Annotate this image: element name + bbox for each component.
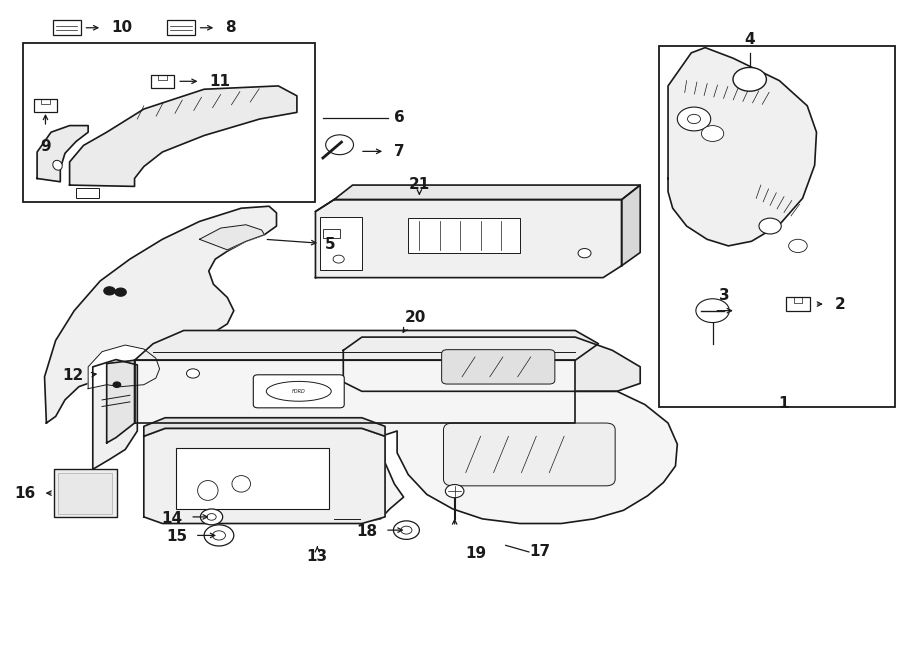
Circle shape [204, 525, 234, 546]
Bar [409, 218, 519, 253]
Circle shape [400, 526, 412, 534]
Bar [320, 217, 362, 270]
Polygon shape [88, 345, 159, 389]
Bar [323, 229, 339, 238]
Bar [23, 43, 316, 202]
Polygon shape [144, 418, 385, 436]
Text: 7: 7 [394, 144, 405, 159]
Polygon shape [37, 126, 88, 182]
Circle shape [759, 218, 781, 234]
Bar [166, 20, 195, 35]
Bar [659, 46, 896, 407]
Polygon shape [200, 225, 265, 250]
Polygon shape [343, 337, 640, 391]
Text: 17: 17 [529, 545, 550, 559]
Polygon shape [316, 200, 622, 278]
Polygon shape [316, 185, 640, 212]
Text: 13: 13 [307, 549, 328, 564]
Text: 3: 3 [719, 288, 730, 303]
Polygon shape [134, 360, 575, 423]
Circle shape [186, 369, 200, 378]
Bar [58, 473, 112, 514]
Ellipse shape [266, 381, 331, 401]
Circle shape [393, 521, 419, 539]
Text: 2: 2 [835, 297, 846, 311]
Polygon shape [144, 428, 385, 524]
Polygon shape [668, 48, 816, 246]
Text: 4: 4 [744, 32, 755, 47]
Circle shape [212, 531, 226, 540]
Ellipse shape [53, 161, 62, 170]
Bar [52, 20, 81, 35]
Ellipse shape [198, 481, 218, 500]
Circle shape [446, 485, 464, 498]
Circle shape [733, 67, 767, 91]
Bar [76, 188, 99, 198]
Text: 21: 21 [409, 176, 430, 192]
Text: 6: 6 [394, 110, 405, 125]
Circle shape [678, 107, 711, 131]
Text: 12: 12 [62, 368, 84, 383]
Circle shape [688, 114, 700, 124]
Bar [54, 469, 117, 517]
Text: 5: 5 [325, 237, 336, 252]
Text: 8: 8 [226, 20, 236, 35]
Polygon shape [69, 86, 297, 186]
Text: 18: 18 [356, 524, 378, 539]
Polygon shape [44, 206, 276, 423]
Text: 9: 9 [40, 139, 50, 154]
Polygon shape [107, 360, 134, 443]
Bar [176, 448, 329, 509]
Circle shape [788, 239, 807, 253]
Circle shape [696, 299, 729, 323]
FancyBboxPatch shape [444, 423, 616, 486]
Circle shape [333, 255, 344, 263]
FancyBboxPatch shape [442, 350, 554, 384]
Circle shape [113, 382, 121, 387]
Circle shape [104, 287, 115, 295]
Text: 19: 19 [466, 546, 487, 561]
FancyBboxPatch shape [253, 375, 344, 408]
Bar [151, 75, 174, 88]
Text: 16: 16 [14, 486, 35, 500]
Circle shape [326, 135, 354, 155]
Circle shape [115, 288, 126, 296]
Circle shape [207, 514, 216, 520]
Polygon shape [93, 360, 138, 469]
Polygon shape [362, 391, 678, 524]
Ellipse shape [232, 476, 250, 492]
Text: 1: 1 [778, 396, 789, 410]
Bar [787, 297, 809, 311]
Text: 14: 14 [162, 511, 183, 525]
Bar [34, 99, 57, 112]
Polygon shape [622, 185, 640, 266]
Polygon shape [134, 330, 598, 360]
Text: 11: 11 [210, 74, 230, 89]
Text: 20: 20 [405, 310, 427, 325]
Circle shape [201, 509, 222, 525]
Text: 15: 15 [166, 529, 187, 544]
Circle shape [578, 249, 591, 258]
Text: 10: 10 [112, 20, 132, 35]
Circle shape [701, 126, 724, 141]
Text: FORD: FORD [292, 389, 306, 394]
